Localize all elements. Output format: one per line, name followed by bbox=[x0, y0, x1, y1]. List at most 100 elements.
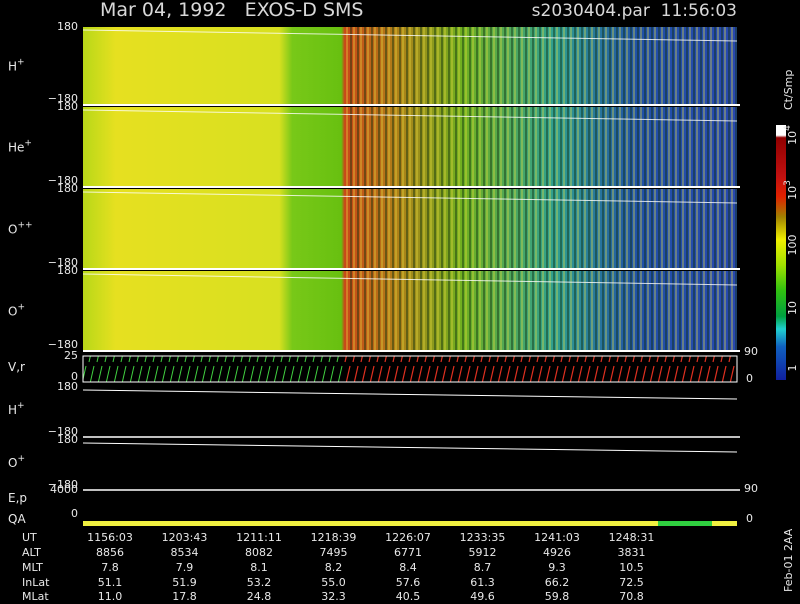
cell: 4926 bbox=[543, 546, 571, 559]
panel-label: QA bbox=[8, 512, 26, 526]
y2-tick-label: 90 bbox=[744, 345, 758, 358]
y-tick-label: 180 bbox=[57, 20, 78, 33]
row-label: UT bbox=[22, 531, 37, 544]
cell: 40.5 bbox=[396, 590, 421, 600]
cell: 3831 bbox=[618, 546, 646, 559]
cell: 57.6 bbox=[396, 576, 421, 589]
cell: 55.0 bbox=[321, 576, 346, 589]
colorbar-label-base: 10 bbox=[786, 301, 799, 315]
cell: 59.8 bbox=[545, 590, 570, 600]
colorbar-label-base: 100 bbox=[786, 235, 799, 256]
panel-label-base: QA bbox=[8, 512, 26, 526]
cell: 8534 bbox=[171, 546, 199, 559]
trace bbox=[82, 29, 738, 42]
panel-label: V,r bbox=[8, 360, 25, 374]
trace bbox=[82, 273, 738, 286]
cell: 1248:31 bbox=[609, 531, 655, 544]
file-time: s2030404.par 11:56:03 bbox=[532, 1, 737, 21]
footer: Feb-01 2AA bbox=[782, 528, 795, 592]
colorbar-label: 10 bbox=[786, 301, 799, 315]
cell: 8.2 bbox=[325, 561, 343, 574]
panel-label-sup: + bbox=[17, 454, 25, 464]
cell: 5912 bbox=[469, 546, 497, 559]
cell: 1203:43 bbox=[162, 531, 208, 544]
panel-label-sup: + bbox=[17, 58, 25, 68]
colorbar-label: 1 bbox=[786, 365, 799, 372]
trace bbox=[82, 109, 738, 122]
y2-tick-label: 0 bbox=[746, 372, 753, 385]
y-tick-label: 0 bbox=[71, 370, 78, 383]
cell: 51.9 bbox=[172, 576, 197, 589]
row-label: MLT bbox=[22, 561, 43, 574]
y-tick-label: 0 bbox=[71, 507, 78, 520]
colorbar bbox=[776, 125, 786, 380]
colorbar-label: 103 bbox=[783, 180, 799, 200]
cell: 9.3 bbox=[548, 561, 566, 574]
panel-label: He+ bbox=[8, 139, 32, 155]
cell: 8.1 bbox=[250, 561, 268, 574]
title: Mar 04, 1992 EXOS-D SMS bbox=[100, 0, 363, 21]
spectrogram-stripes bbox=[345, 271, 737, 350]
panel-label: H+ bbox=[8, 401, 25, 417]
cell: 51.1 bbox=[98, 576, 123, 589]
panel-label-base: V,r bbox=[8, 360, 25, 374]
row-label: MLat bbox=[22, 590, 49, 600]
cell: 66.2 bbox=[545, 576, 570, 589]
y-tick-label: −180 bbox=[48, 478, 78, 491]
row-label: ALT bbox=[22, 546, 41, 559]
y2-tick-label: 90 bbox=[744, 482, 758, 495]
y-tick-label: 25 bbox=[64, 349, 78, 362]
cell: 1211:11 bbox=[236, 531, 282, 544]
cell: 7495 bbox=[320, 546, 348, 559]
colorbar-label-sup: 3 bbox=[783, 180, 793, 186]
panel-label-sup: + bbox=[24, 139, 32, 149]
cell: 1156:03 bbox=[87, 531, 133, 544]
panel-label-base: O bbox=[8, 456, 17, 470]
row-label: InLat bbox=[22, 576, 50, 589]
cell: 8082 bbox=[245, 546, 273, 559]
cell: 32.3 bbox=[321, 590, 346, 600]
y-tick-label: 180 bbox=[57, 433, 78, 446]
y-tick-label: 180 bbox=[57, 182, 78, 195]
cell: 70.8 bbox=[619, 590, 644, 600]
y-tick-label: 180 bbox=[57, 380, 78, 393]
trace bbox=[82, 389, 738, 400]
panel-label-base: O bbox=[8, 223, 17, 237]
panel-label-sup: + bbox=[17, 401, 25, 411]
spectrogram-stripes bbox=[345, 27, 737, 104]
colorbar-label: 100 bbox=[786, 235, 799, 256]
qa-bar bbox=[83, 521, 737, 526]
cell: 1233:35 bbox=[460, 531, 506, 544]
cell: 7.9 bbox=[176, 561, 194, 574]
panel-label-base: O bbox=[8, 305, 17, 319]
cell: 11.0 bbox=[98, 590, 123, 600]
trace bbox=[82, 191, 738, 204]
panel-label: E,p bbox=[8, 491, 27, 505]
qa-flag bbox=[658, 521, 712, 526]
panel-label-sup: + bbox=[17, 303, 25, 313]
cell: 53.2 bbox=[247, 576, 272, 589]
cell: 8856 bbox=[96, 546, 124, 559]
colorbar-label-base: 1 bbox=[786, 365, 799, 372]
y-tick-label: −180 bbox=[48, 256, 78, 269]
vr-frame bbox=[82, 355, 738, 383]
vr-red bbox=[343, 356, 737, 382]
panel-label-base: H bbox=[8, 60, 17, 74]
cell: 72.5 bbox=[619, 576, 644, 589]
cell: 10.5 bbox=[619, 561, 644, 574]
cell: 1241:03 bbox=[534, 531, 580, 544]
panel-label-sup: ++ bbox=[17, 221, 32, 231]
panel-label-base: He bbox=[8, 141, 24, 155]
colorbar-label: 104 bbox=[783, 125, 799, 145]
y-tick-label: −180 bbox=[48, 174, 78, 187]
cell: 1226:07 bbox=[385, 531, 431, 544]
y2-tick-label: 0 bbox=[746, 512, 753, 525]
panel-label-base: H bbox=[8, 403, 17, 417]
panel-label: O+ bbox=[8, 454, 25, 470]
panel-label: H+ bbox=[8, 58, 25, 74]
y-tick-label: −180 bbox=[48, 425, 78, 438]
colorbar-unit: Ct/Smp bbox=[782, 70, 795, 110]
cell: 17.8 bbox=[172, 590, 197, 600]
panel-label: O+ bbox=[8, 303, 25, 319]
